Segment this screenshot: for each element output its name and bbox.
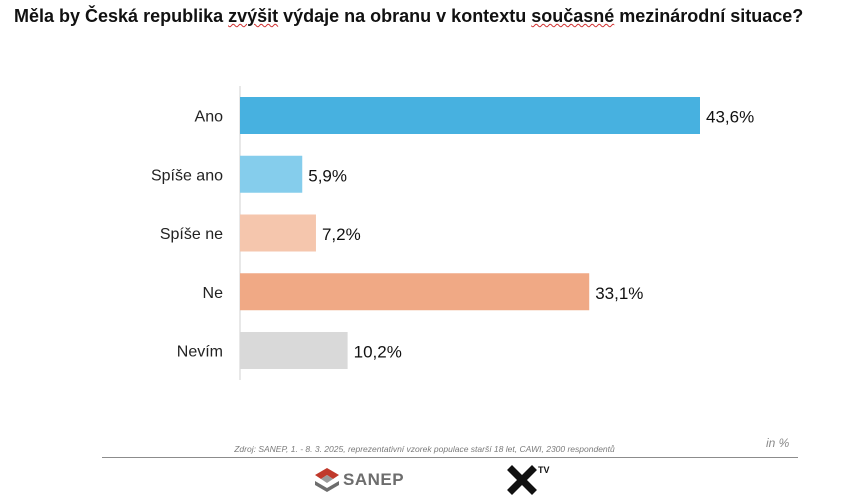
category-label: Spíše ne <box>160 226 223 243</box>
category-label: Nevím <box>177 344 223 361</box>
title-part: současné <box>531 6 615 26</box>
sanep-logo-text: SANEP <box>343 470 405 489</box>
category-label: Ne <box>203 285 224 302</box>
category-label: Spíše ano <box>151 167 223 184</box>
bar-ano <box>240 97 700 134</box>
bar-spise-ne <box>240 214 316 252</box>
bar-ne <box>240 273 590 311</box>
data-label: 10,2% <box>354 343 402 362</box>
xtv-logo: TV <box>507 465 550 495</box>
source-note: Zdroj: SANEP, 1. - 8. 3. 2025, reprezent… <box>234 444 615 454</box>
title-part: Měla by Česká republika <box>14 6 229 26</box>
footer-divider <box>102 457 798 458</box>
bar-nevim <box>240 332 348 369</box>
title-part: zvýšit <box>228 6 279 26</box>
bar-spise-ano <box>240 155 303 193</box>
data-label: 5,9% <box>308 166 347 185</box>
xtv-logo-text: TV <box>538 465 550 475</box>
category-label: Ano <box>195 109 224 126</box>
sanep-logo-icon <box>315 468 339 492</box>
unit-note: in % <box>766 436 790 450</box>
sanep-logo: SANEP <box>314 466 404 494</box>
xtv-logo-icon <box>507 465 537 495</box>
data-label: 7,2% <box>322 225 361 244</box>
chart-title: Měla by Česká republika zvýšit výdaje na… <box>14 6 803 27</box>
data-label: 33,1% <box>595 284 643 303</box>
title-part: výdaje na obranu v kontextu <box>278 6 532 26</box>
title-part: mezinárodní situace? <box>614 6 804 26</box>
bar-chart: Ano 43,6% Spíše ano 5,9% Spíše ne 7,2% Ne 33,1%… <box>151 86 754 380</box>
data-label: 43,6% <box>706 108 754 127</box>
